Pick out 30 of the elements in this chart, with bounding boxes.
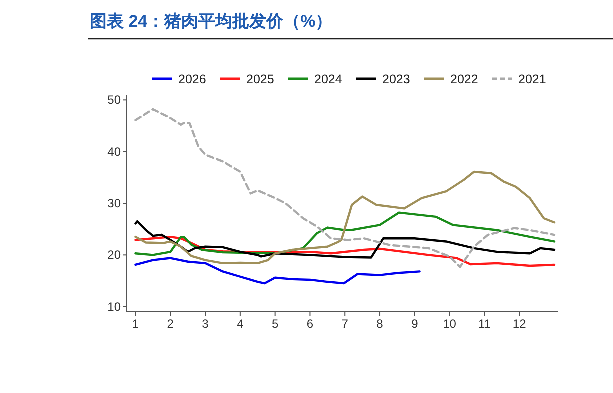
- line-series: [134, 236, 556, 268]
- x-tick-label: 12: [512, 317, 527, 331]
- line-series: [134, 212, 556, 256]
- chart-title: 图表 24：猪肉平均批发价（%）: [90, 12, 333, 31]
- line-series: [134, 220, 556, 259]
- y-tick-label: 20: [108, 248, 122, 262]
- x-tick-label: 7: [342, 317, 349, 331]
- x-tick-label: 5: [272, 317, 279, 331]
- x-tick-label: 9: [412, 317, 419, 331]
- x-tick-label: 11: [478, 317, 492, 331]
- line-series: [134, 257, 421, 285]
- line-series: [134, 108, 556, 268]
- legend-label: 2026: [178, 72, 206, 86]
- legend-label: 2022: [450, 72, 478, 86]
- x-tick-label: 6: [306, 317, 314, 331]
- x-tick-label: 10: [443, 317, 457, 331]
- legend-label: 2025: [246, 72, 274, 86]
- y-tick-label: 30: [108, 196, 122, 210]
- x-tick-label: 1: [132, 317, 140, 331]
- x-tick-label: 2: [167, 317, 174, 331]
- y-tick-label: 10: [108, 300, 122, 314]
- legend-label: 2021: [518, 72, 546, 86]
- x-tick-label: 4: [237, 317, 244, 331]
- y-tick-label: 50: [108, 93, 122, 108]
- x-tick-label: 8: [376, 317, 384, 331]
- legend-label: 2023: [382, 72, 410, 86]
- x-tick-label: 3: [202, 317, 210, 331]
- line-series: [134, 170, 556, 265]
- legend-label: 2024: [314, 72, 342, 86]
- y-tick-label: 40: [108, 144, 122, 159]
